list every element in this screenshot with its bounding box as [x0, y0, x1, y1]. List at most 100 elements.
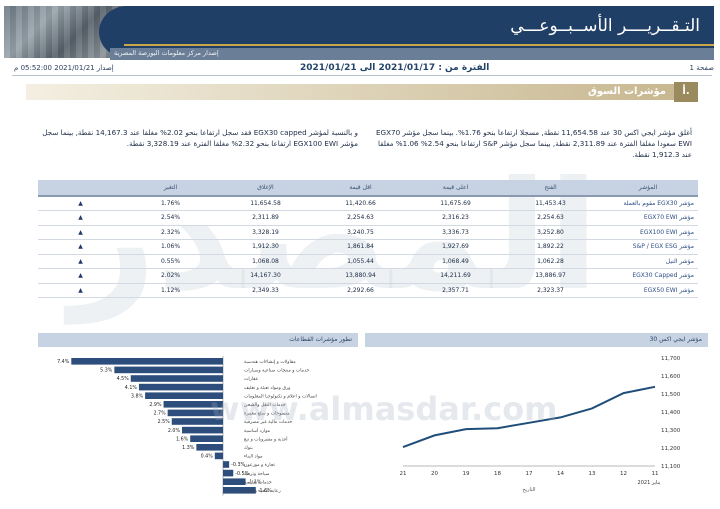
cell-open: 2,323.37: [503, 283, 598, 298]
trend-up-icon: ▲: [38, 210, 123, 226]
col-open: الفتح: [503, 180, 598, 197]
cell-change: 2.54%: [123, 210, 218, 226]
table-row: مؤشر EGX30 مقوم بالعملة 11,453.43 11,675.6…: [38, 196, 698, 211]
y-tick-label: 11,700: [661, 356, 681, 362]
bar-value-label: 2.0%: [168, 428, 181, 434]
section-title: مؤشرات السوق: [587, 86, 666, 97]
sector-bar: [190, 435, 223, 442]
bar-value-label: 3.8%: [131, 393, 144, 399]
section-number: أ.: [674, 82, 698, 102]
table-row: مؤشر EGX30 Capped 13,886.97 14,211.69 13,88…: [38, 268, 698, 284]
sector-label: موارد أساسية: [244, 427, 271, 434]
cell-high: 3,336.73: [408, 225, 503, 240]
cell-close: 3,328.19: [218, 225, 313, 240]
cell-low: 3,240.75: [313, 225, 408, 240]
sector-label: خدمات مالية غير مصرفية: [244, 420, 292, 425]
col-change: التغير: [123, 180, 218, 197]
x-tick-label: 19: [463, 471, 470, 477]
sector-bar: [71, 358, 223, 365]
org-name: إصدار مركز معلومات البورصة المصرية: [114, 49, 219, 57]
sector-bar: [223, 487, 256, 494]
line-chart-header: مؤشر ايجي اكس 30: [365, 333, 708, 347]
report-header: التـقــريــــر الأســبــوعـــي: [4, 6, 714, 58]
sector-label: بنوك: [244, 446, 253, 451]
table-row: مؤشر EGX70 EWI 2,254.63 2,316.23 2,254.63 2,…: [38, 210, 698, 226]
report-period: الفترة من : 2021/01/17 الى 2021/01/21: [300, 63, 490, 73]
bar-value-label: -1.6%: [258, 488, 272, 494]
cell-high: 11,675.69: [408, 196, 503, 211]
bar-value-label: -0.5%: [235, 471, 249, 477]
cell-high: 1,927.69: [408, 239, 503, 255]
cell-index-name: مؤشر EGX30 Capped: [598, 268, 698, 284]
bar-value-label: 7.4%: [57, 359, 70, 365]
bar-value-label: 4.5%: [117, 376, 130, 382]
issue-date: إصدار 2021/01/21 05:52:00 م: [14, 64, 114, 72]
cell-high: 2,316.23: [408, 210, 503, 226]
bar-value-label: 0.4%: [201, 454, 214, 460]
y-tick-label: 11,200: [661, 446, 681, 452]
y-tick-label: 11,300: [661, 428, 681, 434]
cell-open: 1,892.22: [503, 239, 598, 255]
sector-label: خدمات تعليمية: [244, 480, 272, 485]
cell-index-name: مؤشر EGX70 EWI: [598, 210, 698, 226]
sector-label: أغذية و مشروبات و تبغ: [244, 435, 288, 442]
x-axis-prefix: يناير 2021: [638, 480, 662, 486]
sector-label: ورق ومواد تعبئة و تغليف: [244, 385, 290, 391]
cell-low: 11,420.66: [313, 196, 408, 211]
sector-bar: [223, 478, 246, 485]
sector-label: عقارات: [244, 377, 259, 382]
cell-close: 14,167.30: [218, 268, 313, 284]
sector-bar: [138, 383, 223, 391]
cell-open: 2,254.63: [503, 210, 598, 226]
y-tick-label: 11,600: [661, 374, 681, 380]
table-row: مؤشر النيل 1,062.28 1,068.49 1,055.44 1,068.…: [38, 254, 698, 269]
sector-bar: [163, 401, 223, 408]
divider: [12, 75, 712, 76]
sector-bar: [182, 426, 223, 434]
sector-label: خدمات و منتجات صناعية وسيارات: [244, 369, 310, 374]
sector-label: رعاية صحية و أدوية: [244, 487, 281, 494]
y-tick-label: 11,100: [661, 464, 681, 470]
trend-up-icon: ▲: [38, 268, 123, 284]
col-high: اعلى قيمة: [408, 180, 503, 197]
cell-low: 2,292.66: [313, 283, 408, 298]
sector-bar-chart: 7.4% مقاولات و إنشاءات هندسية 5.3% خدمات و …: [57, 356, 317, 496]
sector-bar: [114, 366, 223, 374]
col-close: الإغلاق: [218, 180, 313, 197]
col-low: اقل قيمة: [313, 180, 408, 197]
cell-index-name: مؤشر EGX50 EWI: [598, 283, 698, 298]
bar-value-label: 1.6%: [176, 436, 189, 442]
paragraph-right: أغلق مؤشر ايجي اكس 30 عند 11,654.58 نقطة…: [376, 128, 692, 159]
cell-high: 14,211.69: [408, 268, 503, 284]
sector-label: سياحة وترفيه: [244, 472, 270, 477]
cell-low: 1,861.84: [313, 239, 408, 255]
trend-up-icon: ▲: [38, 225, 123, 240]
bar-value-label: -0.3%: [231, 462, 245, 468]
cell-open: 13,886.97: [503, 268, 598, 284]
sector-label: منسوجات و سلع معمرة: [244, 412, 290, 417]
cell-close: 1,068.08: [218, 254, 313, 269]
cell-close: 1,912.30: [218, 239, 313, 255]
egx30-line-chart: 11,100 11,200 11,300 11,400 11,500 11,600 11,7…: [400, 356, 681, 493]
x-tick-label: 21: [400, 471, 407, 477]
x-tick-label: 13: [589, 471, 596, 477]
cell-close: 2,349.33: [218, 283, 313, 298]
bar-value-label: 5.3%: [100, 368, 113, 374]
sector-label: خدمات النقل والشحن: [244, 403, 286, 408]
x-axis-label: التاريخ: [523, 487, 536, 493]
table-header-row: المؤشر الفتح اعلى قيمة اقل قيمة الإغلاق …: [38, 180, 698, 197]
x-tick-label: 11: [652, 471, 659, 477]
table-row: مؤشر S&P / EGX ESG 1,892.22 1,927.69 1,861.…: [38, 239, 698, 255]
cell-high: 2,357.71: [408, 283, 503, 298]
sector-label: تجارة و موزعون: [244, 463, 276, 468]
x-tick-label: 17: [526, 471, 533, 477]
cell-change: 2.02%: [123, 268, 218, 284]
bar-value-label: 1.3%: [182, 445, 195, 451]
org-bar: إصدار مركز معلومات البورصة المصرية: [110, 48, 714, 60]
x-tick-label: 14: [557, 471, 564, 477]
col-index: المؤشر: [598, 180, 698, 197]
x-tick-label: 18: [494, 471, 501, 477]
bar-value-label: 2.7%: [153, 411, 166, 417]
cell-open: 11,453.43: [503, 196, 598, 211]
cell-change: 2.32%: [123, 225, 218, 240]
